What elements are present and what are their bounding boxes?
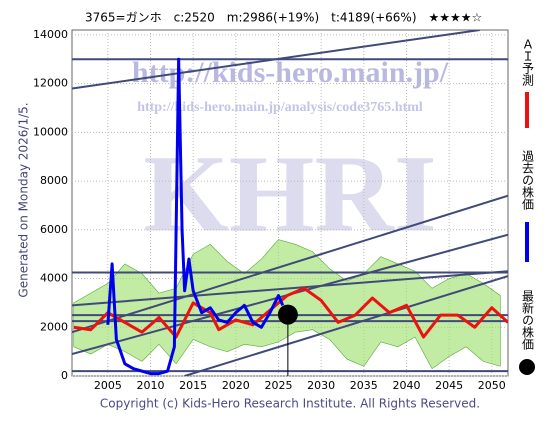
side-note: Generated on Monday 2026/1/5. [17, 102, 31, 297]
x-tick-label: 2030 [307, 379, 335, 392]
y-tick-label: 2000 [40, 320, 68, 333]
x-tick-label: 2020 [222, 379, 250, 392]
y-tick-label: 6000 [40, 223, 68, 236]
trend-line [72, 270, 508, 307]
y-tick-label: 10000 [33, 125, 68, 138]
legend-label: ＡＩ予測 [521, 38, 535, 87]
x-tick-label: 2015 [179, 379, 207, 392]
watermark: http://kids-hero.main.jp/analysis/code37… [137, 100, 423, 115]
series-line [106, 57, 285, 376]
x-tick-label: 2045 [435, 379, 463, 392]
x-tick-label: 2035 [350, 379, 378, 392]
latest-point [277, 304, 298, 325]
x-tick-label: 2010 [136, 379, 164, 392]
legend-label: 最新の株価 [521, 290, 535, 350]
x-tick-label: 2050 [478, 379, 506, 392]
y-tick-label: 12000 [33, 77, 68, 90]
y-tick-label: 14000 [33, 28, 68, 41]
x-tick-label: 2005 [94, 379, 122, 392]
trend-line [184, 275, 508, 376]
legend-marker [519, 359, 535, 375]
watermark: KHRI [143, 132, 436, 254]
x-tick-label: 2025 [264, 379, 292, 392]
y-tick-label: 0 [61, 369, 68, 382]
x-tick-label: 2040 [392, 379, 420, 392]
trend-line [72, 194, 508, 334]
series-line [73, 286, 508, 339]
chart-title: 3765=ガンホ c:2520 m:2986(+19%) t:4189(+66%… [85, 11, 482, 25]
trend-line [72, 30, 480, 90]
y-tick-label: 4000 [40, 272, 68, 285]
y-tick-label: 8000 [40, 174, 68, 187]
legend-label: 過去の株価 [521, 150, 535, 210]
footer: Copyright (c) Kids-Hero Research Institu… [100, 397, 480, 411]
